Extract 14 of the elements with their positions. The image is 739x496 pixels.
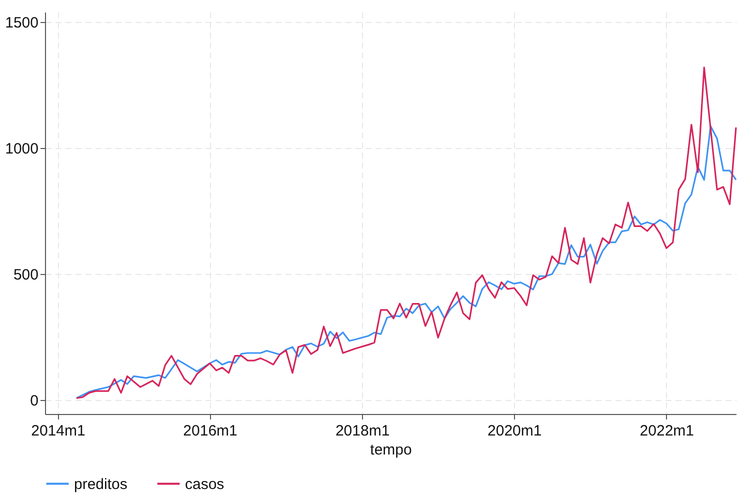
y-tick-label: 1500: [5, 14, 38, 32]
y-tick-label: 0: [30, 392, 38, 410]
x-tick-label: 2018m1: [335, 422, 390, 440]
x-tick-label: 2020m1: [488, 422, 542, 440]
legend-label: casos: [185, 476, 224, 493]
x-tick-label: 2016m1: [183, 422, 238, 440]
legend-label: preditos: [74, 476, 128, 493]
y-tick-label: 1000: [5, 140, 38, 158]
line-series: [76, 125, 737, 399]
x-tick-label: 2022m1: [640, 422, 694, 440]
x-axis-title: tempo: [370, 442, 412, 458]
x-tick-label: 2014m1: [31, 422, 86, 440]
line-series: [76, 66, 737, 399]
y-tick-label: 500: [13, 266, 38, 284]
